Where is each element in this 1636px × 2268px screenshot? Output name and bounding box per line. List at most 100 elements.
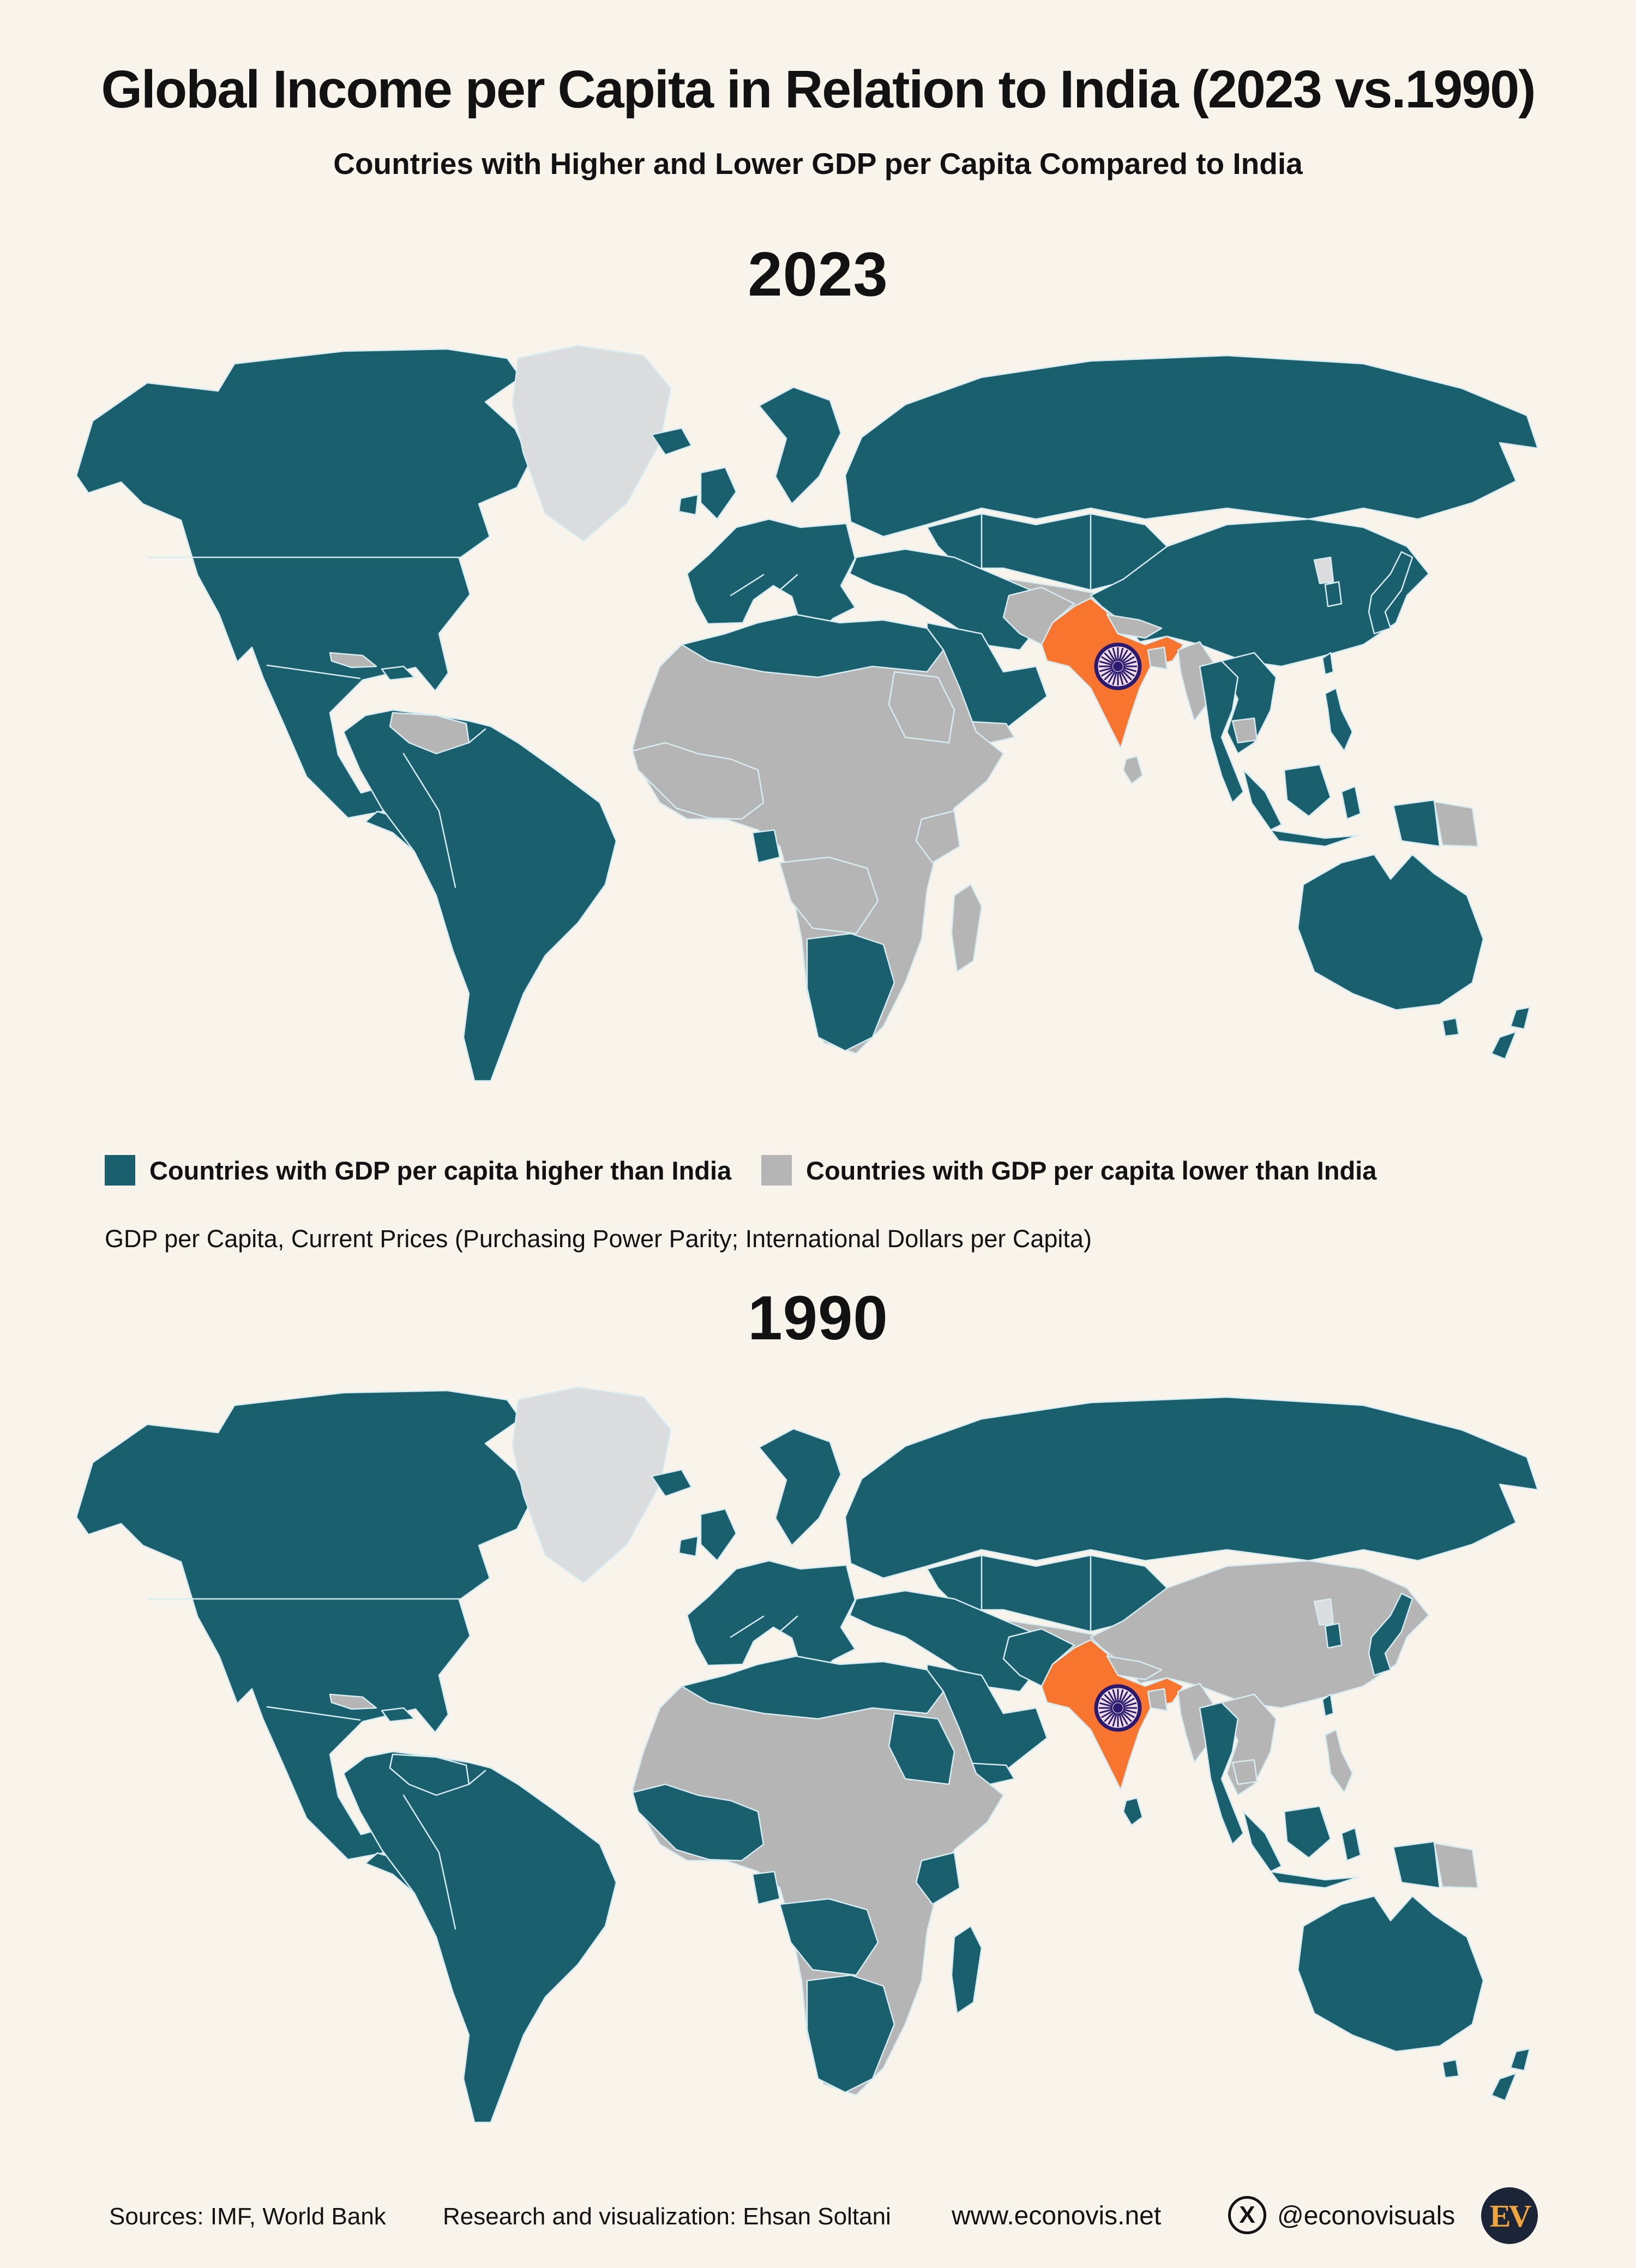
region-europe-mainland — [686, 518, 856, 635]
region-north-america — [75, 1389, 531, 1861]
region-africa-southern — [806, 1974, 895, 2093]
region-south-america — [342, 709, 617, 1082]
region-greenland — [512, 1386, 672, 1584]
region-madagascar — [951, 1925, 983, 2014]
region-west-new-guinea — [1392, 1840, 1441, 1889]
ashoka-chakra-icon — [1094, 1684, 1142, 1732]
region-australia — [1297, 1895, 1484, 2079]
region-russia — [844, 354, 1539, 538]
region-venezuela — [389, 712, 470, 755]
page-subtitle: Countries with Higher and Lower GDP per … — [333, 147, 1303, 181]
ashoka-chakra-icon — [1094, 642, 1142, 690]
region-africa-north — [681, 613, 945, 678]
legend-label-higher: Countries with GDP per capita higher tha… — [149, 1156, 732, 1185]
legend-label-lower: Countries with GDP per capita lower than… — [806, 1156, 1377, 1185]
region-greenland — [512, 345, 672, 542]
region-europe-mainland — [686, 1560, 856, 1676]
region-africa-west — [631, 742, 765, 820]
region-borneo — [1283, 1805, 1332, 1859]
region-philippines — [1324, 1729, 1354, 1794]
region-iceland — [651, 427, 693, 456]
world-map-2023 — [55, 339, 1581, 1119]
country-borders — [146, 1554, 1092, 1930]
year-label-1990: 1990 — [748, 1284, 888, 1353]
region-africa-kenya — [915, 810, 961, 864]
region-taiwan — [1321, 652, 1334, 676]
region-south-america — [342, 1750, 617, 2123]
region-africa-west — [631, 1783, 765, 1862]
region-scandinavia — [758, 386, 842, 505]
region-cambodia — [1231, 1759, 1258, 1785]
region-nepal-bhutan — [1106, 613, 1163, 639]
region-africa-north — [681, 1655, 945, 1720]
year-label-2023: 2023 — [748, 240, 888, 309]
region-south-korea — [1324, 581, 1343, 607]
region-turkey-iran — [849, 1590, 1043, 1693]
footer-credit: Research and visualization: Ehsan Soltan… — [443, 2203, 891, 2230]
footer-social-handle: @econovisuals — [1277, 2201, 1455, 2230]
region-british-isles — [678, 466, 737, 520]
region-japan — [1368, 551, 1414, 635]
region-new-zealand — [1490, 1006, 1531, 1060]
region-africa-kenya — [915, 1851, 961, 1905]
region-sulawesi — [1340, 785, 1362, 820]
region-south-korea — [1324, 1622, 1343, 1649]
region-hispaniola — [381, 665, 416, 681]
region-africa-angola-zambia — [779, 1898, 879, 1976]
region-north-korea — [1313, 1598, 1334, 1626]
region-sumatra — [1242, 769, 1283, 831]
x-twitter-icon: X — [1228, 2196, 1266, 2234]
region-british-isles — [678, 1508, 737, 1562]
world-map-1990 — [55, 1381, 1581, 2161]
region-africa-gabon — [751, 829, 781, 864]
region-madagascar — [951, 883, 983, 973]
region-iceland — [651, 1469, 693, 1497]
legend-swatch-higher-icon — [105, 1155, 135, 1186]
region-sulawesi — [1340, 1827, 1362, 1862]
region-africa-gabon — [751, 1870, 781, 1905]
footer-website-link: www.econovis.net — [952, 2201, 1162, 2230]
region-sri-lanka — [1122, 755, 1144, 785]
region-russia — [844, 1396, 1539, 1579]
region-venezuela — [389, 1753, 470, 1796]
page-title: Global Income per Capita in Relation to … — [101, 59, 1536, 119]
region-thailand-malaysia — [1199, 1701, 1244, 1845]
region-philippines — [1324, 687, 1354, 752]
region-cuba — [329, 1693, 377, 1710]
region-africa-angola-zambia — [779, 856, 879, 935]
region-west-new-guinea — [1392, 799, 1441, 847]
region-scandinavia — [758, 1428, 842, 1547]
region-bangladesh — [1147, 646, 1168, 670]
region-africa-sudan — [888, 1712, 955, 1785]
region-north-korea — [1313, 556, 1334, 585]
region-taiwan — [1321, 1693, 1334, 1717]
country-borders — [146, 513, 1092, 888]
legend-swatch-lower-icon — [761, 1155, 792, 1186]
region-papua-new-guinea — [1433, 801, 1479, 847]
region-africa-sudan — [888, 671, 955, 744]
legend-item-lower: Countries with GDP per capita lower than… — [761, 1155, 1376, 1186]
region-borneo — [1283, 763, 1332, 817]
region-nepal-bhutan — [1106, 1655, 1163, 1681]
region-sri-lanka — [1122, 1797, 1144, 1826]
region-china — [1090, 518, 1430, 667]
region-bangladesh — [1147, 1688, 1168, 1712]
region-java — [1270, 1870, 1359, 1889]
region-thailand-malaysia — [1199, 660, 1244, 804]
region-north-america — [75, 348, 531, 819]
region-australia — [1297, 853, 1484, 1037]
region-hispaniola — [381, 1707, 416, 1723]
econovisuals-logo: EV — [1481, 2187, 1538, 2244]
region-new-zealand — [1490, 2048, 1531, 2102]
region-china — [1090, 1560, 1430, 1709]
region-japan — [1368, 1592, 1414, 1676]
region-sumatra — [1242, 1810, 1283, 1873]
footer-sources: Sources: IMF, World Bank — [109, 2203, 386, 2230]
region-cambodia — [1231, 717, 1258, 744]
legend-item-higher: Countries with GDP per capita higher tha… — [105, 1155, 731, 1186]
region-java — [1270, 829, 1359, 847]
region-africa-southern — [806, 933, 895, 1052]
region-cuba — [329, 652, 377, 669]
legend-note: GDP per Capita, Current Prices (Purchasi… — [105, 1225, 1092, 1253]
region-papua-new-guinea — [1433, 1842, 1479, 1889]
